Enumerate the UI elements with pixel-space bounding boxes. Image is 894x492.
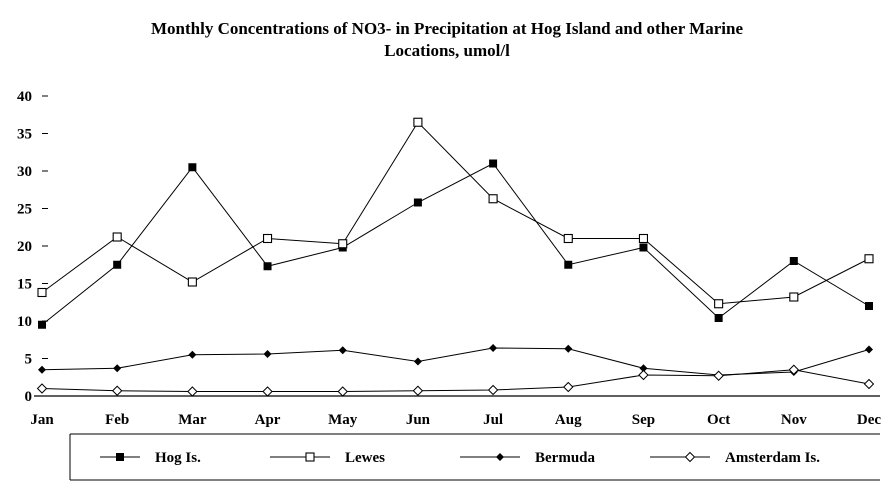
series-lewes	[37, 117, 874, 309]
legend-marker	[116, 453, 124, 461]
series-amsterdam-is	[36, 364, 875, 397]
data-point	[262, 386, 273, 397]
x-tick-label: Jul	[483, 412, 503, 428]
data-point	[865, 345, 873, 354]
x-tick-label: May	[328, 412, 358, 428]
data-point	[263, 262, 272, 271]
data-point	[638, 369, 649, 381]
series-line	[41, 347, 870, 376]
x-tick-label: Sep	[632, 412, 655, 428]
data-point	[639, 243, 648, 252]
data-point	[188, 163, 197, 172]
y-tick-label: 0	[25, 389, 33, 405]
data-point	[564, 344, 573, 353]
chart-title: Monthly Concentrations of NO3- in Precip…	[0, 18, 894, 62]
legend-entry: Lewes	[270, 450, 385, 466]
data-point	[262, 233, 273, 244]
y-tick-label: 10	[17, 314, 32, 330]
data-point	[112, 232, 122, 242]
data-point	[564, 260, 573, 269]
legend-entry: Hog Is.	[100, 450, 201, 466]
data-point	[413, 198, 422, 207]
data-point	[563, 381, 574, 393]
data-point	[113, 260, 122, 269]
data-point	[487, 384, 499, 396]
data-point	[413, 357, 422, 366]
chart-subtitle: Locations, umol/l	[384, 41, 510, 60]
data-point	[413, 117, 423, 127]
data-point	[188, 350, 197, 359]
data-point	[111, 385, 123, 396]
data-point	[187, 277, 197, 287]
x-tick-label: Jan	[30, 412, 54, 428]
data-point	[714, 299, 724, 309]
legend-label: Lewes	[345, 450, 385, 466]
data-point	[38, 320, 46, 329]
data-point	[863, 378, 875, 390]
series-line	[41, 369, 870, 392]
y-tick-label: 5	[25, 352, 33, 368]
data-point	[639, 364, 648, 373]
y-tick-label: 35	[17, 127, 32, 143]
data-point	[865, 302, 873, 310]
data-point	[864, 254, 874, 264]
series-layer	[36, 117, 875, 397]
data-point	[489, 159, 498, 168]
data-point	[37, 287, 47, 298]
y-tick-label: 25	[17, 202, 32, 218]
data-point	[788, 364, 800, 375]
data-point	[489, 344, 498, 352]
x-tick-label: Feb	[105, 412, 129, 428]
data-point	[38, 365, 46, 374]
legend-label: Hog Is.	[155, 450, 201, 466]
series-hog-is	[38, 159, 873, 329]
x-tick-label: Dec	[857, 412, 881, 428]
legend: Hog Is. Lewes Bermuda Amsterdam Is.	[69, 433, 880, 481]
x-tick-label: Aug	[555, 412, 582, 428]
x-tick-label: Apr	[255, 412, 281, 428]
data-point	[113, 364, 122, 373]
data-point	[488, 194, 498, 204]
data-point	[638, 233, 649, 244]
series-line	[41, 121, 870, 305]
legend-marker	[684, 451, 696, 463]
data-point	[713, 370, 724, 381]
data-point	[187, 386, 198, 397]
x-tick-label: Oct	[707, 412, 730, 428]
legend-label: Amsterdam Is.	[725, 450, 820, 466]
data-point	[337, 386, 348, 397]
data-point	[412, 385, 424, 396]
data-point	[338, 239, 348, 249]
data-point	[789, 257, 798, 265]
y-tick-label: 15	[17, 277, 32, 293]
legend-marker	[305, 452, 315, 462]
data-point	[563, 233, 573, 244]
legend-label: Bermuda	[535, 450, 596, 466]
legend-entry: Amsterdam Is.	[650, 450, 820, 466]
data-point	[338, 346, 347, 355]
y-tick-label: 30	[17, 164, 32, 180]
y-tick-label: 20	[17, 239, 32, 255]
chart-title-line-1: Monthly Concentrations of NO3- in Precip…	[150, 19, 743, 38]
data-point	[263, 350, 272, 358]
x-tick-label: Jun	[406, 412, 431, 428]
data-point	[714, 314, 723, 322]
axes: 0 5 10 15 20 25 30 35 40 Jan Feb Mar Apr May Jun Jul Aug…	[17, 89, 881, 428]
series-line	[41, 162, 870, 326]
y-tick-label: 40	[17, 89, 32, 105]
x-tick-label: Mar	[178, 412, 207, 428]
data-point	[789, 292, 799, 302]
x-tick-label: Nov	[781, 412, 807, 428]
legend-entry: Bermuda	[460, 450, 596, 466]
legend-marker	[496, 453, 504, 461]
data-point	[36, 383, 48, 394]
